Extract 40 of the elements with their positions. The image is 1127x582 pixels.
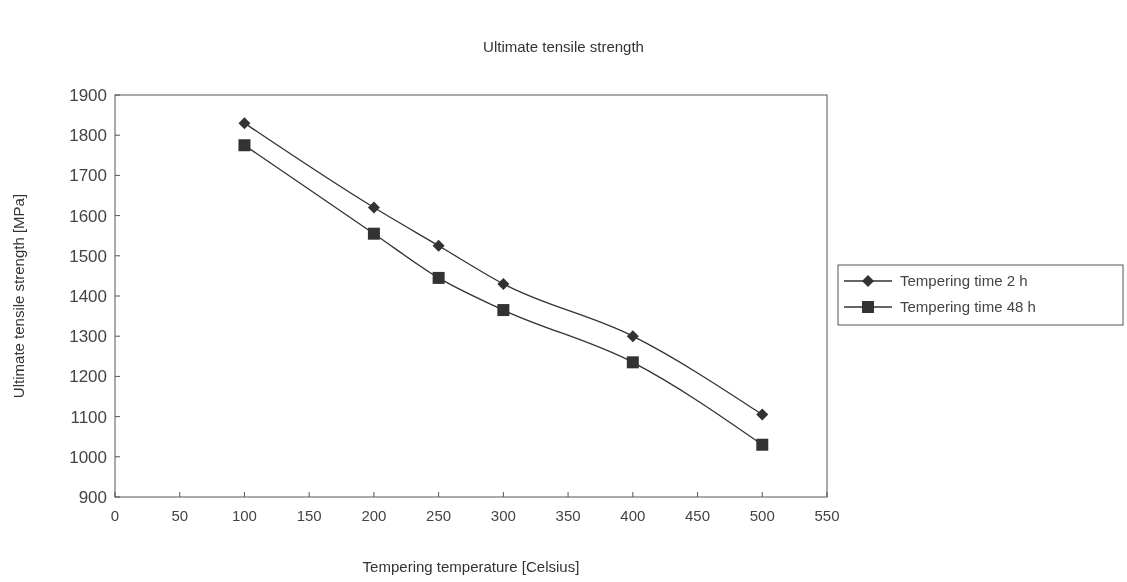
y-tick-label: 900 <box>78 488 107 507</box>
point <box>497 277 510 290</box>
x-tick-label: 200 <box>361 507 387 524</box>
x-tick-label: 500 <box>749 507 775 524</box>
x-tick-label: 300 <box>490 507 516 524</box>
point <box>238 139 251 152</box>
point <box>497 304 510 317</box>
y-tick-label: 1100 <box>70 407 107 427</box>
y-tick-label: 1800 <box>69 126 107 146</box>
point <box>432 271 445 284</box>
point <box>756 408 769 421</box>
point <box>626 330 639 343</box>
x-tick-label: 0 <box>110 507 120 524</box>
chart-title: Ultimate tensile strength <box>483 38 644 55</box>
x-tick-label: 550 <box>814 507 840 524</box>
point <box>238 117 251 130</box>
y-axis-title: Ultimate tensile strength [MPa] <box>10 193 27 399</box>
y-tick-label: 1000 <box>69 447 107 467</box>
x-tick-label: 350 <box>555 507 581 524</box>
x-tick-label: 250 <box>426 507 452 524</box>
legend-label: Tempering time 48 h <box>900 298 1036 315</box>
point <box>626 356 639 369</box>
y-tick-label: 1200 <box>69 367 107 387</box>
point <box>367 227 380 240</box>
point <box>367 201 380 214</box>
x-tick-label: 400 <box>620 507 646 524</box>
x-tick-label: 450 <box>685 507 711 524</box>
x-tick-label: 150 <box>296 507 322 524</box>
point <box>432 239 445 252</box>
y-tick-label: 1400 <box>69 287 107 306</box>
y-tick-label: 1700 <box>69 166 107 186</box>
point <box>756 438 769 451</box>
y-tick-label: 1600 <box>69 206 107 226</box>
x-axis-title: Tempering temperature [Celsius] <box>362 558 580 575</box>
legend-label: Tempering time 2 h <box>900 272 1028 289</box>
y-tick-label: 1300 <box>69 327 107 347</box>
y-tick-label: 1900 <box>69 86 107 105</box>
x-tick-label: 50 <box>171 507 189 524</box>
x-tick-label: 100 <box>231 507 257 524</box>
y-tick-label: 1500 <box>69 246 107 266</box>
